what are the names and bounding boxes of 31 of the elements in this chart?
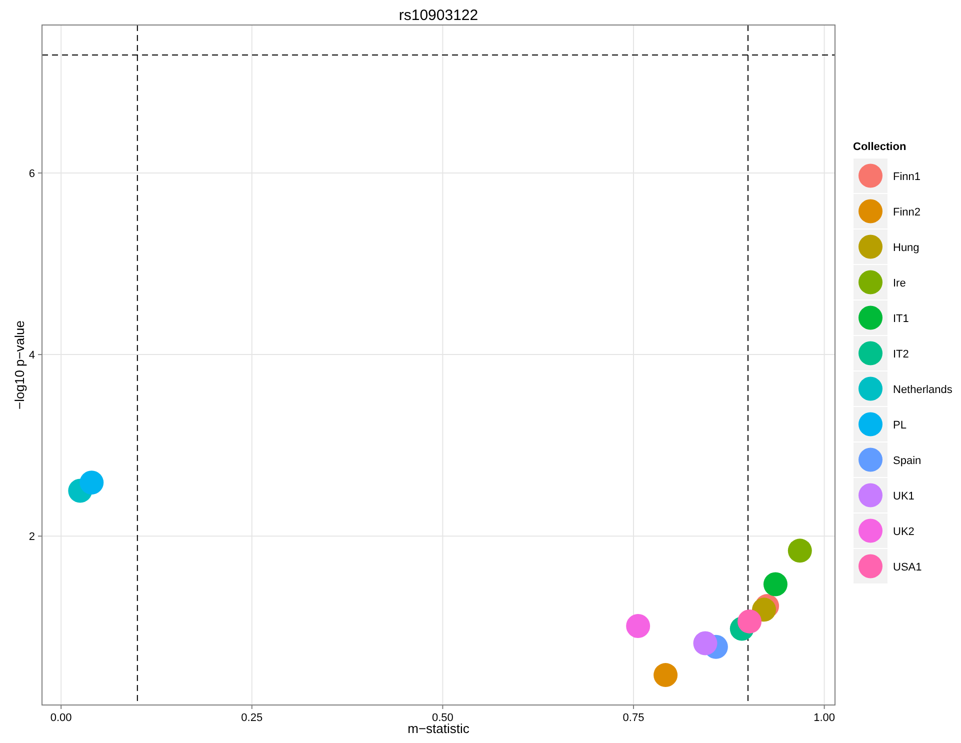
point	[738, 609, 762, 634]
legend-label: PL	[893, 419, 906, 432]
x-tick-label: 1.00	[814, 712, 836, 724]
point	[763, 572, 788, 596]
chart-title: rs10903122	[398, 7, 478, 24]
x-axis-title: m−statistic	[408, 721, 470, 736]
legend-label: USA1	[893, 561, 922, 574]
legend-label: Finn1	[893, 170, 921, 183]
legend-label: Hung	[893, 242, 920, 254]
point	[80, 470, 104, 495]
y-tick-label: 6	[28, 168, 35, 180]
legend-label: UK1	[893, 490, 914, 502]
legend-label: Netherlands	[893, 384, 953, 396]
y-tick-label: 2	[28, 531, 35, 544]
point	[626, 614, 650, 638]
legend-label: Finn2	[893, 206, 921, 218]
legend-label: Spain	[893, 454, 922, 467]
point	[654, 663, 678, 688]
y-tick-label: 4	[28, 350, 35, 362]
legend-label: UK2	[893, 526, 914, 538]
legend-label: Ire	[893, 277, 906, 290]
x-tick-label: 0.75	[622, 712, 644, 724]
x-tick-label: 0.00	[50, 712, 72, 724]
legend-title: Collection	[853, 141, 906, 153]
x-tick-label: 0.50	[432, 712, 454, 724]
legend-label: IT1	[893, 312, 909, 325]
legend-label: IT2	[893, 348, 909, 360]
point	[788, 538, 812, 563]
x-tick-label: 0.25	[241, 712, 263, 724]
point	[693, 631, 718, 656]
y-axis-title: −log10 p−value	[12, 320, 27, 410]
